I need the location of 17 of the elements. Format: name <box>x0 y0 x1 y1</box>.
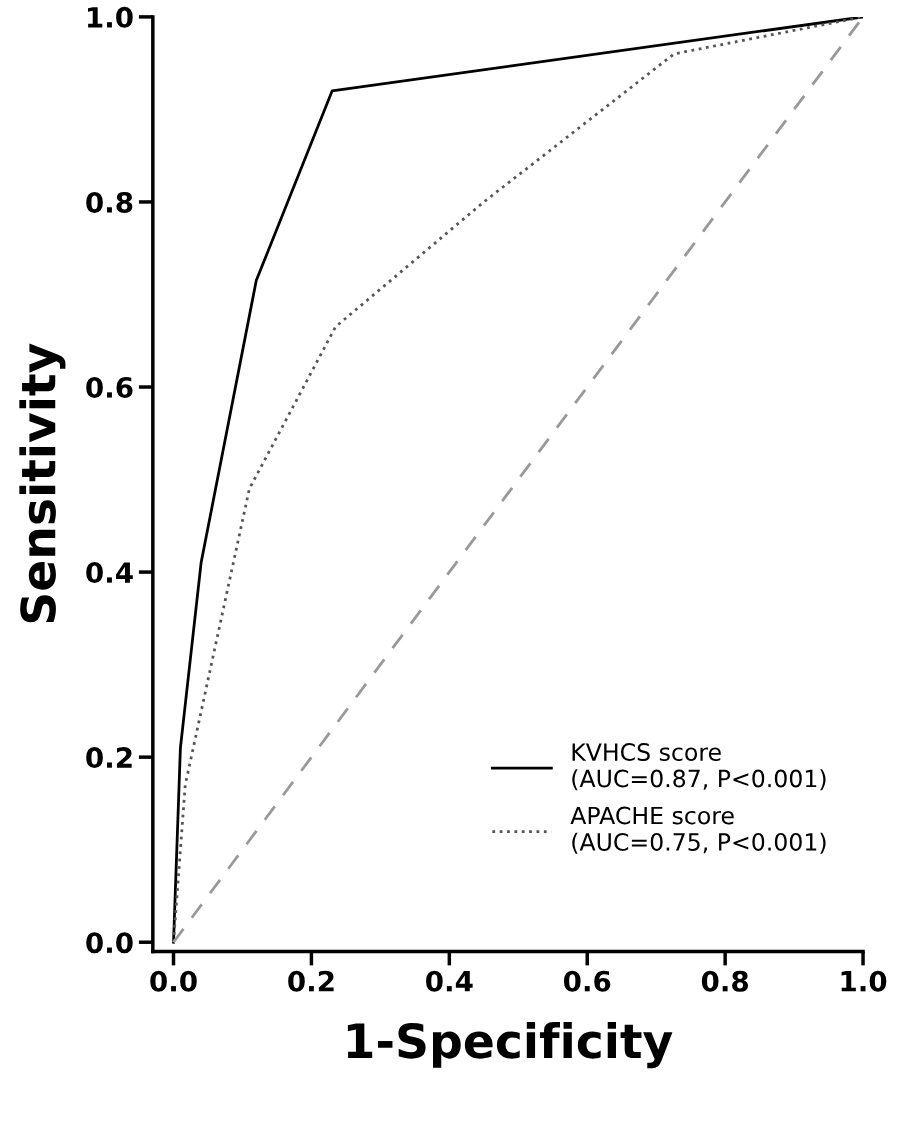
x-tick-label: 0.8 <box>701 970 749 992</box>
x-tick-label: 0.2 <box>288 970 334 992</box>
y-tick-label: 0.8 <box>86 191 133 213</box>
x-tick-label: 1.0 <box>841 970 887 992</box>
legend-label: KVHCS score (AUC=0.87, P<0.001) <box>572 743 826 791</box>
legend-label: APACHE score (AUC=0.75, P<0.001) <box>570 806 826 854</box>
x-axis-title: 1-Specificity <box>347 1022 673 1069</box>
y-tick-label: 0.4 <box>86 562 133 584</box>
line-series <box>172 16 864 944</box>
y-tick-label: 0.2 <box>86 747 132 769</box>
y-tick-label: 0.6 <box>86 376 133 398</box>
y-tick-label: 1.0 <box>88 6 133 28</box>
y-tick-label: 0.0 <box>86 932 133 954</box>
x-tick-label: 0.0 <box>150 970 197 992</box>
x-tick-label: 0.6 <box>563 970 611 992</box>
y-axis-title: Sensitivity <box>19 343 66 623</box>
x-tick-label: 0.4 <box>426 970 473 992</box>
